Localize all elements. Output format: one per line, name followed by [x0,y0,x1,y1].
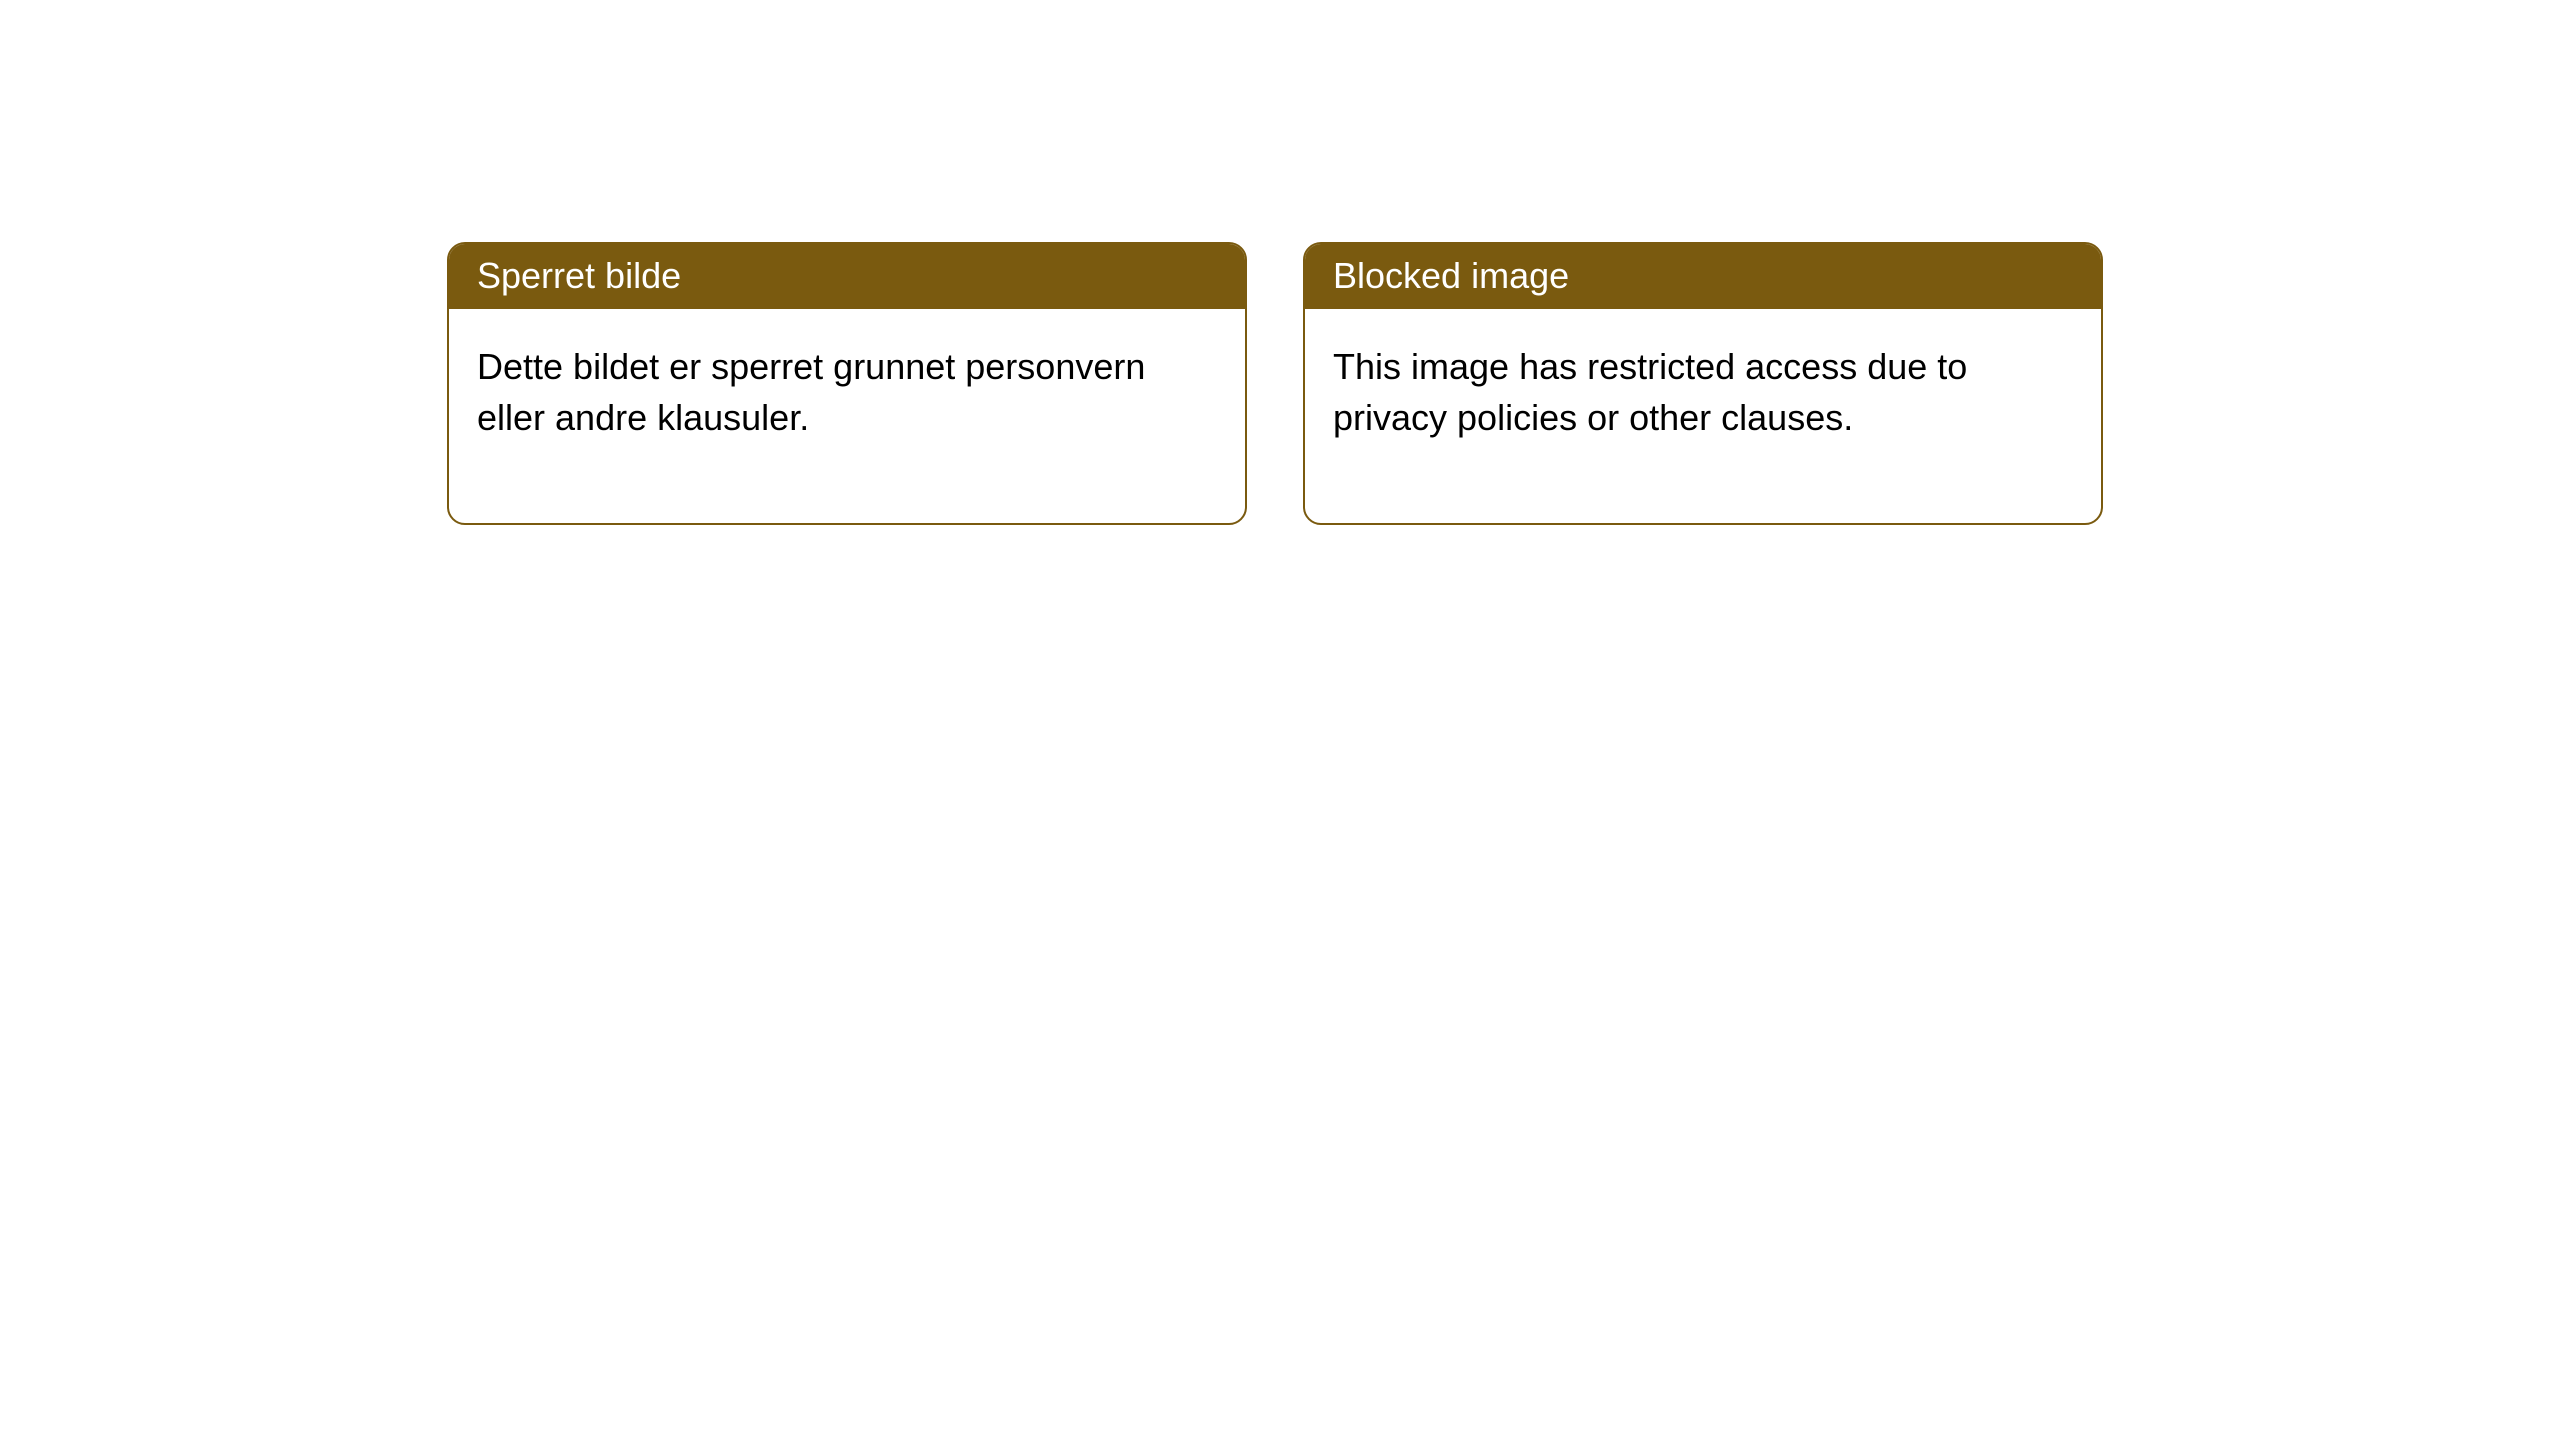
notice-body-norwegian: Dette bildet er sperret grunnet personve… [449,309,1245,523]
notice-card-norwegian: Sperret bilde Dette bildet er sperret gr… [447,242,1247,525]
notice-container: Sperret bilde Dette bildet er sperret gr… [0,0,2560,525]
notice-title-english: Blocked image [1305,244,2101,309]
notice-title-norwegian: Sperret bilde [449,244,1245,309]
notice-body-english: This image has restricted access due to … [1305,309,2101,523]
notice-card-english: Blocked image This image has restricted … [1303,242,2103,525]
